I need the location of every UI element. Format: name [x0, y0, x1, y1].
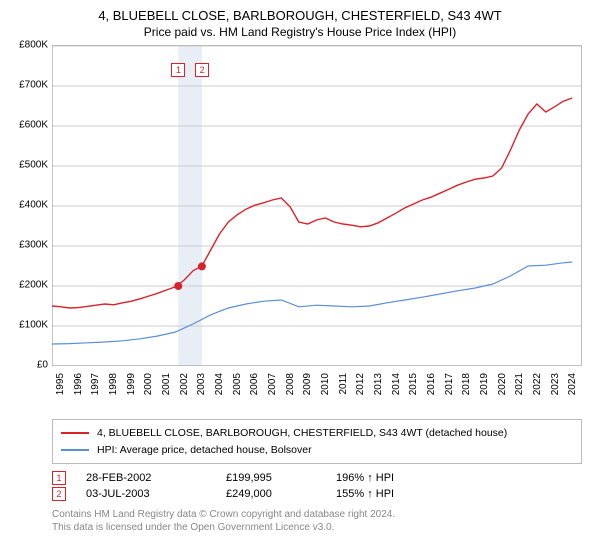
- x-tick-label: 2010: [320, 373, 331, 395]
- x-tick-label: 2018: [461, 373, 472, 395]
- sale-date: 03-JUL-2003: [86, 488, 206, 500]
- footer-line1: Contains HM Land Registry data © Crown c…: [52, 508, 582, 521]
- sale-row: 2 03-JUL-2003 £249,000 155% ↑ HPI: [52, 486, 582, 502]
- sale-price: £249,000: [226, 488, 316, 500]
- x-tick-label: 2007: [267, 373, 278, 395]
- y-tick-label: £100K: [14, 319, 48, 330]
- sales-table: 1 28-FEB-2002 £199,995 196% ↑ HPI 2 03-JUL-20…: [52, 470, 582, 502]
- x-tick-label: 1996: [73, 373, 84, 395]
- legend-label: HPI: Average price, detached house, Bols…: [97, 442, 312, 459]
- x-tick-label: 1997: [90, 373, 101, 395]
- x-tick-label: 2000: [143, 373, 154, 395]
- x-tick-label: 2011: [338, 373, 349, 395]
- footer-line2: This data is licensed under the Open Gov…: [52, 521, 582, 534]
- footer: Contains HM Land Registry data © Crown c…: [52, 508, 582, 534]
- sale-marker: 2: [52, 487, 66, 501]
- legend: 4, BLUEBELL CLOSE, BARLBOROUGH, CHESTERF…: [52, 419, 582, 465]
- x-tick-label: 2001: [161, 373, 172, 395]
- y-tick-label: £500K: [14, 159, 48, 170]
- y-tick-label: £700K: [14, 79, 48, 90]
- legend-swatch: [61, 449, 89, 451]
- x-tick-label: 2016: [426, 373, 437, 395]
- x-tick-label: 1995: [55, 373, 66, 395]
- y-tick-label: £800K: [14, 39, 48, 50]
- x-tick-label: 2003: [196, 373, 207, 395]
- x-tick-label: 2004: [214, 373, 225, 395]
- x-tick-label: 2020: [497, 373, 508, 395]
- x-tick-label: 2012: [355, 373, 366, 395]
- sale-price: £199,995: [226, 472, 316, 484]
- y-tick-label: £600K: [14, 119, 48, 130]
- chart-marker-label: 1: [171, 63, 185, 77]
- y-tick-label: £200K: [14, 279, 48, 290]
- x-tick-label: 2022: [532, 373, 543, 395]
- legend-swatch: [61, 432, 89, 434]
- chart-title: 4, BLUEBELL CLOSE, BARLBOROUGH, CHESTERF…: [14, 8, 586, 25]
- sale-marker: 1: [52, 471, 66, 485]
- x-tick-label: 2009: [302, 373, 313, 395]
- x-tick-label: 2005: [232, 373, 243, 395]
- x-tick-label: 2013: [373, 373, 384, 395]
- x-tick-label: 2008: [285, 373, 296, 395]
- x-tick-label: 1999: [126, 373, 137, 395]
- x-tick-label: 2019: [479, 373, 490, 395]
- x-tick-label: 1998: [108, 373, 119, 395]
- y-tick-label: £0: [14, 359, 48, 370]
- legend-label: 4, BLUEBELL CLOSE, BARLBOROUGH, CHESTERF…: [97, 425, 507, 442]
- y-tick-label: £300K: [14, 239, 48, 250]
- y-tick-label: £400K: [14, 199, 48, 210]
- x-tick-label: 2015: [408, 373, 419, 395]
- legend-item: 4, BLUEBELL CLOSE, BARLBOROUGH, CHESTERF…: [61, 425, 573, 442]
- sale-pct: 196% ↑ HPI: [336, 472, 394, 484]
- sale-pct: 155% ↑ HPI: [336, 488, 394, 500]
- sale-row: 1 28-FEB-2002 £199,995 196% ↑ HPI: [52, 470, 582, 486]
- x-tick-label: 2024: [567, 373, 578, 395]
- chart-subtitle: Price paid vs. HM Land Registry's House …: [14, 25, 586, 39]
- x-tick-label: 2014: [391, 373, 402, 395]
- plot-svg: [52, 46, 581, 366]
- legend-item: HPI: Average price, detached house, Bols…: [61, 442, 573, 459]
- x-tick-label: 2002: [179, 373, 190, 395]
- chart-marker-label: 2: [195, 63, 209, 77]
- x-tick-label: 2023: [550, 373, 561, 395]
- x-tick-label: 2006: [249, 373, 260, 395]
- chart-area: £0£100K£200K£300K£400K£500K£600K£700K£80…: [52, 45, 582, 415]
- plot: [52, 45, 582, 366]
- sale-date: 28-FEB-2002: [86, 472, 206, 484]
- x-tick-label: 2017: [444, 373, 455, 395]
- x-tick-label: 2021: [514, 373, 525, 395]
